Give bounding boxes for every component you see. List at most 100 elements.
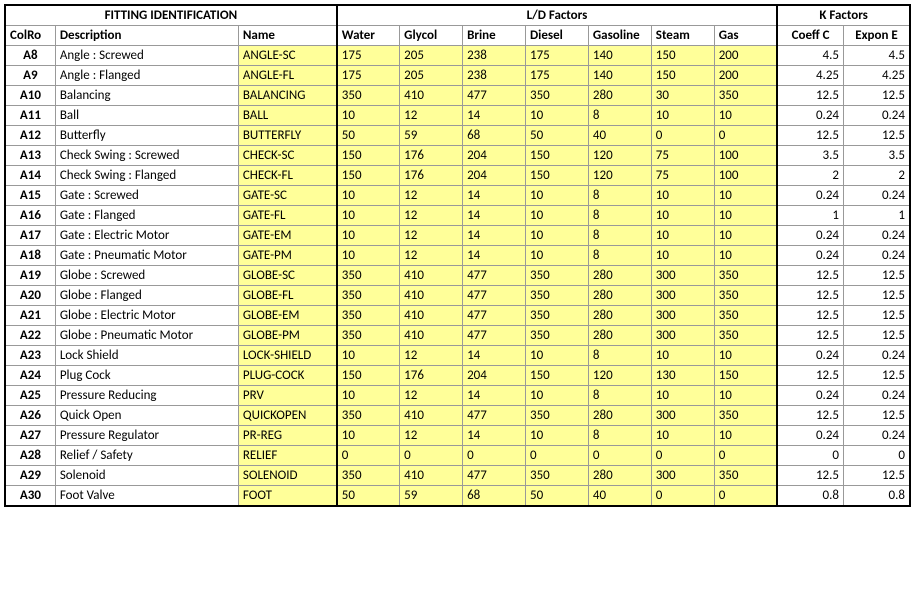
cell-k: 0.24 [844,186,910,206]
table-row: A13Check Swing : ScrewedCHECK-SC15017620… [5,146,910,166]
cell-k: 12.5 [844,366,910,386]
hdr-group-k: K Factors [777,5,910,26]
cell-ld: 280 [588,86,651,106]
cell-k: 0.24 [777,226,843,246]
cell-description: Relief / Safety [55,446,238,466]
cell-ld: 350 [525,266,588,286]
cell-description: Gate : Flanged [55,206,238,226]
cell-k: 0.24 [777,186,843,206]
cell-ld: 10 [337,426,400,446]
cell-ld: 10 [337,386,400,406]
cell-description: Lock Shield [55,346,238,366]
cell-ld: 10 [337,346,400,366]
cell-ld: 350 [337,406,400,426]
hdr-fluid-brine: Brine [463,26,526,46]
cell-ld: 150 [525,366,588,386]
cell-k: 0.24 [844,386,910,406]
cell-description: Angle : Flanged [55,66,238,86]
cell-ld: 280 [588,466,651,486]
cell-ld: 205 [400,66,463,86]
cell-ld: 12 [400,186,463,206]
cell-ld: 410 [400,306,463,326]
hdr-fluid-steam: Steam [651,26,714,46]
cell-name: ANGLE-FL [238,66,336,86]
cell-ld: 10 [651,346,714,366]
cell-ld: 280 [588,286,651,306]
cell-description: Solenoid [55,466,238,486]
cell-ld: 8 [588,106,651,126]
cell-ld: 10 [714,426,777,446]
hdr-fluid-water: Water [337,26,400,46]
cell-ld: 14 [463,186,526,206]
cell-ld: 350 [714,326,777,346]
cell-ld: 0 [714,446,777,466]
table-row: A12ButterflyBUTTERFLY50596850400012.512.… [5,126,910,146]
cell-name: GATE-SC [238,186,336,206]
cell-colro: A25 [5,386,55,406]
cell-description: Gate : Electric Motor [55,226,238,246]
table-row: A19Globe : ScrewedGLOBE-SC35041047735028… [5,266,910,286]
table-row: A9Angle : FlangedANGLE-FL175205238175140… [5,66,910,86]
cell-ld: 10 [651,206,714,226]
table-row: A18Gate : Pneumatic MotorGATE-PM10121410… [5,246,910,266]
cell-ld: 0 [651,126,714,146]
cell-k: 0.8 [777,486,843,507]
cell-description: Check Swing : Flanged [55,166,238,186]
cell-ld: 477 [463,286,526,306]
cell-ld: 12 [400,246,463,266]
cell-ld: 10 [525,386,588,406]
cell-ld: 280 [588,326,651,346]
cell-colro: A18 [5,246,55,266]
cell-ld: 8 [588,386,651,406]
cell-k: 1 [844,206,910,226]
cell-description: Plug Cock [55,366,238,386]
cell-ld: 175 [337,46,400,66]
cell-colro: A21 [5,306,55,326]
cell-ld: 200 [714,46,777,66]
cell-ld: 350 [714,306,777,326]
cell-name: PRV [238,386,336,406]
table-row: A8Angle : ScrewedANGLE-SC175205238175140… [5,46,910,66]
cell-k: 0.24 [844,226,910,246]
cell-ld: 280 [588,406,651,426]
table-row: A30Foot ValveFOOT5059685040000.80.8 [5,486,910,507]
cell-k: 0.24 [777,106,843,126]
cell-ld: 0 [337,446,400,466]
cell-ld: 10 [337,226,400,246]
cell-ld: 0 [588,446,651,466]
cell-ld: 12 [400,426,463,446]
table-row: A29SolenoidSOLENOID350410477350280300350… [5,466,910,486]
cell-ld: 8 [588,186,651,206]
cell-ld: 410 [400,406,463,426]
hdr-description: Description [55,26,238,46]
cell-ld: 10 [714,206,777,226]
cell-name: CHECK-SC [238,146,336,166]
cell-ld: 350 [525,466,588,486]
cell-ld: 12 [400,106,463,126]
cell-ld: 350 [714,466,777,486]
cell-colro: A22 [5,326,55,346]
cell-ld: 150 [337,366,400,386]
cell-description: Globe : Pneumatic Motor [55,326,238,346]
cell-k: 12.5 [777,86,843,106]
hdr-group-identification: FITTING IDENTIFICATION [5,5,337,26]
cell-ld: 204 [463,366,526,386]
cell-k: 0.24 [844,426,910,446]
hdr-fluid-diesel: Diesel [525,26,588,46]
cell-ld: 238 [463,66,526,86]
cell-ld: 300 [651,286,714,306]
cell-k: 0 [777,446,843,466]
cell-colro: A23 [5,346,55,366]
cell-description: Pressure Reducing [55,386,238,406]
cell-colro: A17 [5,226,55,246]
hdr-colro: ColRo [5,26,55,46]
cell-ld: 75 [651,166,714,186]
cell-ld: 10 [525,186,588,206]
table-row: A24Plug CockPLUG-COCK1501762041501201301… [5,366,910,386]
cell-ld: 130 [651,366,714,386]
cell-ld: 10 [651,226,714,246]
cell-ld: 150 [651,46,714,66]
cell-ld: 176 [400,166,463,186]
hdr-k-expone: Expon E [844,26,910,46]
cell-name: GLOBE-PM [238,326,336,346]
